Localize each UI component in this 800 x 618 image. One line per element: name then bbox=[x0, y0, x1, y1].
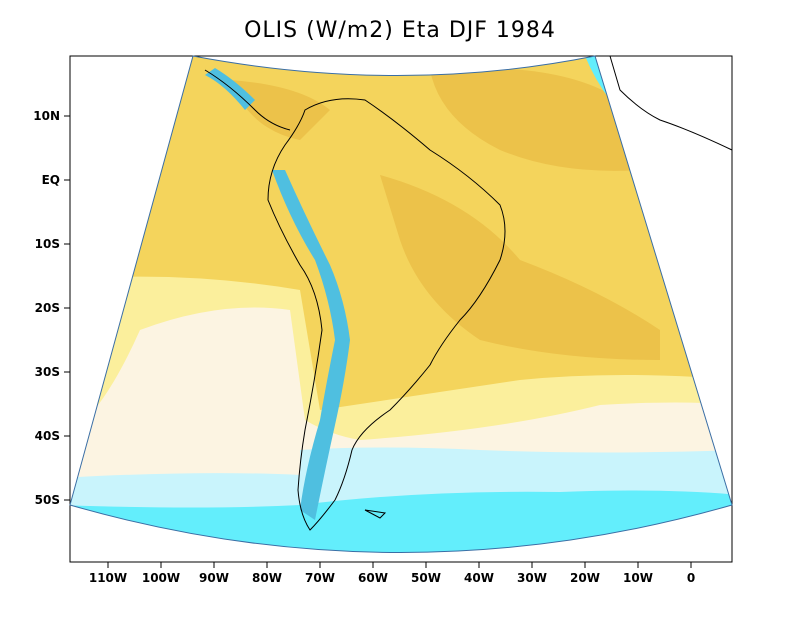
lat-label: 20S bbox=[35, 301, 60, 315]
domain-field bbox=[70, 56, 732, 553]
lat-label: 10S bbox=[35, 237, 60, 251]
lon-label: 90W bbox=[199, 571, 229, 585]
lon-label: 10W bbox=[623, 571, 653, 585]
lat-label: 50S bbox=[35, 493, 60, 507]
coastlines bbox=[204, 55, 733, 531]
lon-label: 40W bbox=[464, 571, 494, 585]
lat-label: 30S bbox=[35, 365, 60, 379]
lat-label: EQ bbox=[42, 173, 60, 187]
lon-label: 60W bbox=[358, 571, 388, 585]
lat-label: 10N bbox=[33, 109, 60, 123]
south-america-coast bbox=[267, 98, 506, 531]
lon-axis: 110W 100W 90W 80W 70W 60W 50W 40W 30W 20… bbox=[89, 562, 695, 585]
lon-label: 20W bbox=[570, 571, 600, 585]
domain-outline bbox=[69, 55, 733, 553]
andes-highlands bbox=[272, 170, 350, 520]
central-america-coast bbox=[204, 69, 291, 131]
deep-orange-region-south-atlantic bbox=[380, 175, 660, 360]
lon-label: 70W bbox=[305, 571, 335, 585]
deep-orange-region-north-atlantic bbox=[430, 68, 640, 171]
africa-coast bbox=[609, 55, 733, 151]
falklands bbox=[364, 509, 387, 519]
lon-label: 110W bbox=[89, 571, 127, 585]
lon-label: 50W bbox=[411, 571, 441, 585]
lon-label: 0 bbox=[687, 571, 695, 585]
lon-label: 100W bbox=[142, 571, 180, 585]
lon-label: 80W bbox=[252, 571, 282, 585]
lat-axis: 10N EQ 10S 20S 30S 40S 50S bbox=[33, 109, 70, 507]
deep-orange-region-caribbean bbox=[230, 80, 330, 140]
lat-label: 40S bbox=[35, 429, 60, 443]
map-title: OLIS (W/m2) Eta DJF 1984 bbox=[244, 18, 556, 43]
lon-label: 30W bbox=[517, 571, 547, 585]
